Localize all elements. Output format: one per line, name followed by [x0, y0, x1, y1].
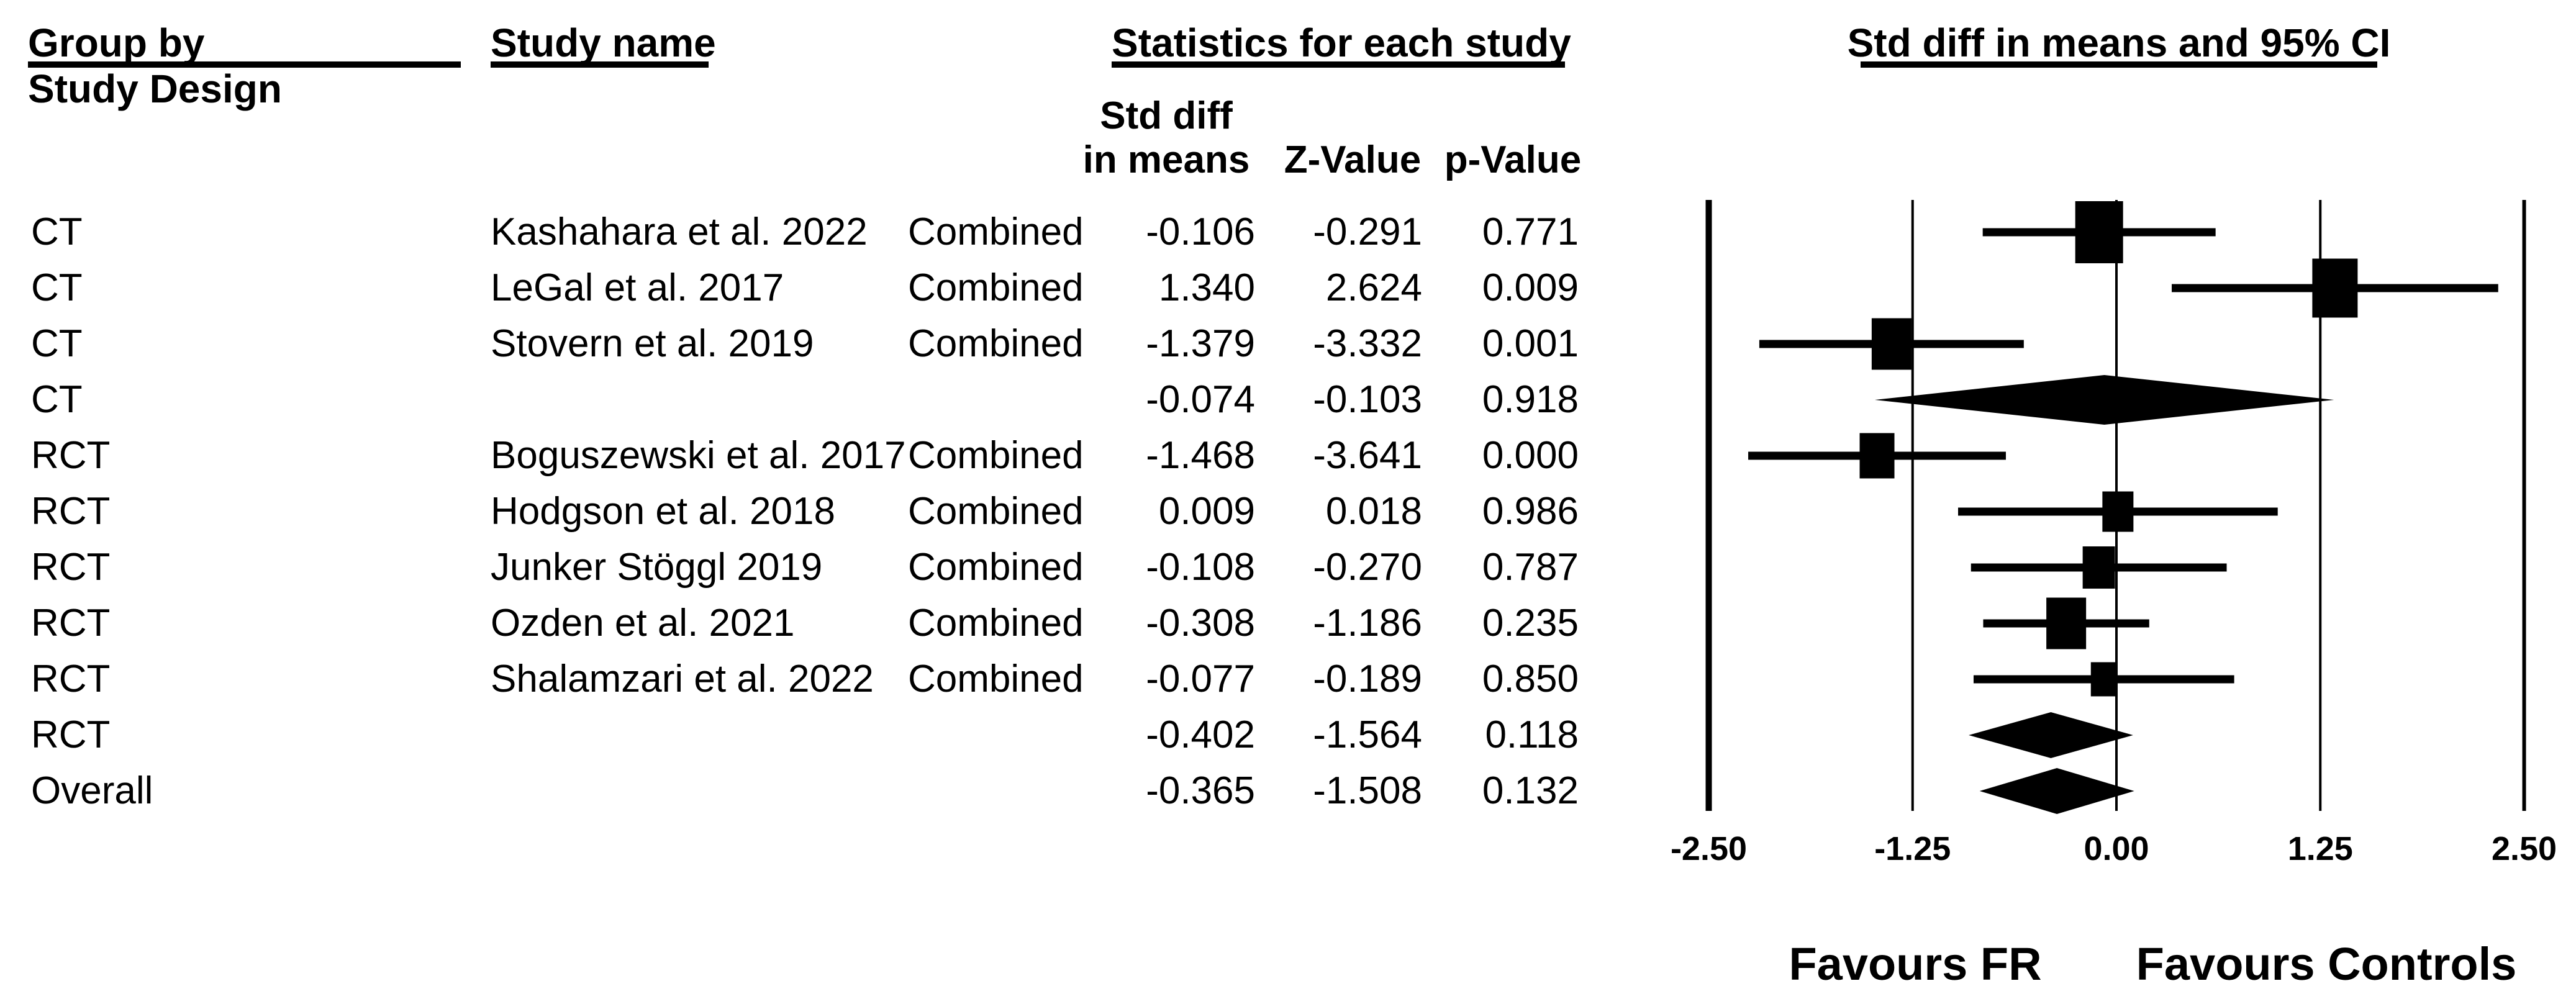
- group-by-header-line2: Study Design: [28, 66, 282, 111]
- effect-square-marker: [2090, 662, 2117, 697]
- x-axis-tick-label: 1.25: [2287, 830, 2353, 867]
- z-value-cell: 2.624: [1325, 266, 1422, 309]
- p-value-cell: 0.132: [1482, 769, 1579, 812]
- p-value-cell: 0.235: [1482, 602, 1579, 644]
- z-value-cell: -1.186: [1313, 602, 1422, 644]
- z-value-cell: -0.291: [1313, 210, 1422, 253]
- group-cell: Overall: [31, 769, 153, 812]
- std-diff-cell: -0.077: [1146, 658, 1255, 700]
- p-value-cell: 0.000: [1482, 434, 1579, 477]
- std-diff-cell: -0.308: [1146, 602, 1255, 644]
- gridline: [1705, 200, 1712, 811]
- std-diff-subheader-line1: Std diff: [1100, 94, 1233, 137]
- favours-right-label: Favours Controls: [2136, 938, 2517, 990]
- z-value-cell: 0.018: [1325, 490, 1422, 533]
- outcome-cell: Combined: [908, 266, 1084, 309]
- effect-square-marker: [1871, 318, 1912, 370]
- x-axis-tick-label: -2.50: [1670, 830, 1748, 867]
- study-name-cell: LeGal et al. 2017: [491, 266, 784, 309]
- z-value-cell: -0.189: [1313, 658, 1422, 700]
- gridline: [2522, 200, 2526, 811]
- study-name-cell: Hodgson et al. 2018: [491, 490, 835, 533]
- outcome-cell: Combined: [908, 658, 1084, 700]
- std-diff-cell: -1.379: [1146, 322, 1255, 365]
- effect-square-marker: [2102, 491, 2134, 532]
- outcome-cell: Combined: [908, 322, 1084, 365]
- ci-plot-underline: [1861, 61, 2377, 68]
- pooled-diamond-marker: [1979, 768, 2134, 814]
- std-diff-cell: -0.074: [1146, 378, 1255, 421]
- group-cell: CT: [31, 322, 83, 365]
- outcome-cell: Combined: [908, 210, 1084, 253]
- p-value-cell: 0.986: [1482, 490, 1579, 533]
- group-cell: RCT: [31, 434, 111, 477]
- std-diff-cell: -0.106: [1146, 210, 1255, 253]
- gridline: [1911, 200, 1914, 811]
- p-value-cell: 0.918: [1482, 378, 1579, 421]
- statistics-underline: [1112, 61, 1565, 68]
- group-cell: RCT: [31, 490, 111, 533]
- std-diff-cell: -0.365: [1146, 769, 1255, 812]
- p-value-cell: 0.009: [1482, 266, 1579, 309]
- std-diff-cell: 0.009: [1158, 490, 1255, 533]
- group-cell: RCT: [31, 713, 111, 756]
- outcome-cell: Combined: [908, 434, 1084, 477]
- favours-left-label: Favours FR: [1789, 938, 2042, 990]
- study-name-cell: Junker Stöggl 2019: [491, 546, 823, 589]
- p-value-cell: 0.850: [1482, 658, 1579, 700]
- std-diff-subheader-line2: in means: [1082, 138, 1250, 181]
- study-name-cell: Ozden et al. 2021: [491, 602, 795, 644]
- x-axis-tick-label: 0.00: [2084, 830, 2149, 867]
- z-value-cell: -0.270: [1313, 546, 1422, 589]
- group-by-header-line1: Group by: [28, 20, 205, 65]
- p-value-cell: 0.001: [1482, 322, 1579, 365]
- outcome-cell: Combined: [908, 546, 1084, 589]
- study-name-cell: Kashahara et al. 2022: [491, 210, 868, 253]
- effect-square-marker: [1859, 433, 1895, 479]
- x-axis-tick-label: 2.50: [2491, 830, 2557, 867]
- p-value-cell: 0.771: [1482, 210, 1579, 253]
- p-value-subheader: p-Value: [1444, 138, 1582, 181]
- effect-square-marker: [2082, 546, 2115, 589]
- statistics-header: Statistics for each study: [1112, 20, 1571, 65]
- effect-square-marker: [2046, 597, 2087, 649]
- z-value-subheader: Z-Value: [1284, 138, 1422, 181]
- study-name-cell: Boguszewski et al. 2017: [491, 434, 906, 477]
- std-diff-cell: -0.108: [1146, 546, 1255, 589]
- z-value-cell: -1.564: [1313, 713, 1422, 756]
- std-diff-cell: -1.468: [1146, 434, 1255, 477]
- group-cell: CT: [31, 378, 83, 421]
- pooled-diamond-marker: [1874, 375, 2334, 425]
- z-value-cell: -0.103: [1313, 378, 1422, 421]
- z-value-cell: -1.508: [1313, 769, 1422, 812]
- outcome-cell: Combined: [908, 602, 1084, 644]
- ci-plot-header: Std diff in means and 95% CI: [1847, 20, 2391, 65]
- group-cell: RCT: [31, 658, 111, 700]
- p-value-cell: 0.787: [1482, 546, 1579, 589]
- study-name-header: Study name: [491, 20, 716, 65]
- outcome-cell: Combined: [908, 490, 1084, 533]
- group-cell: CT: [31, 266, 83, 309]
- study-name-cell: Shalamzari et al. 2022: [491, 658, 874, 700]
- group-by-underline: [28, 61, 461, 68]
- group-cell: CT: [31, 210, 83, 253]
- study-name-cell: Stovern et al. 2019: [491, 322, 814, 365]
- z-value-cell: -3.332: [1313, 322, 1422, 365]
- group-cell: RCT: [31, 546, 111, 589]
- gridline: [2319, 200, 2322, 811]
- std-diff-cell: 1.340: [1158, 266, 1255, 309]
- p-value-cell: 0.118: [1485, 713, 1579, 756]
- effect-square-marker: [2075, 201, 2123, 263]
- study-name-underline: [491, 61, 709, 68]
- std-diff-cell: -0.402: [1146, 713, 1255, 756]
- pooled-diamond-marker: [1969, 712, 2133, 758]
- effect-square-marker: [2312, 258, 2358, 318]
- x-axis-tick-label: -1.25: [1874, 830, 1951, 867]
- group-cell: RCT: [31, 602, 111, 644]
- z-value-cell: -3.641: [1313, 434, 1422, 477]
